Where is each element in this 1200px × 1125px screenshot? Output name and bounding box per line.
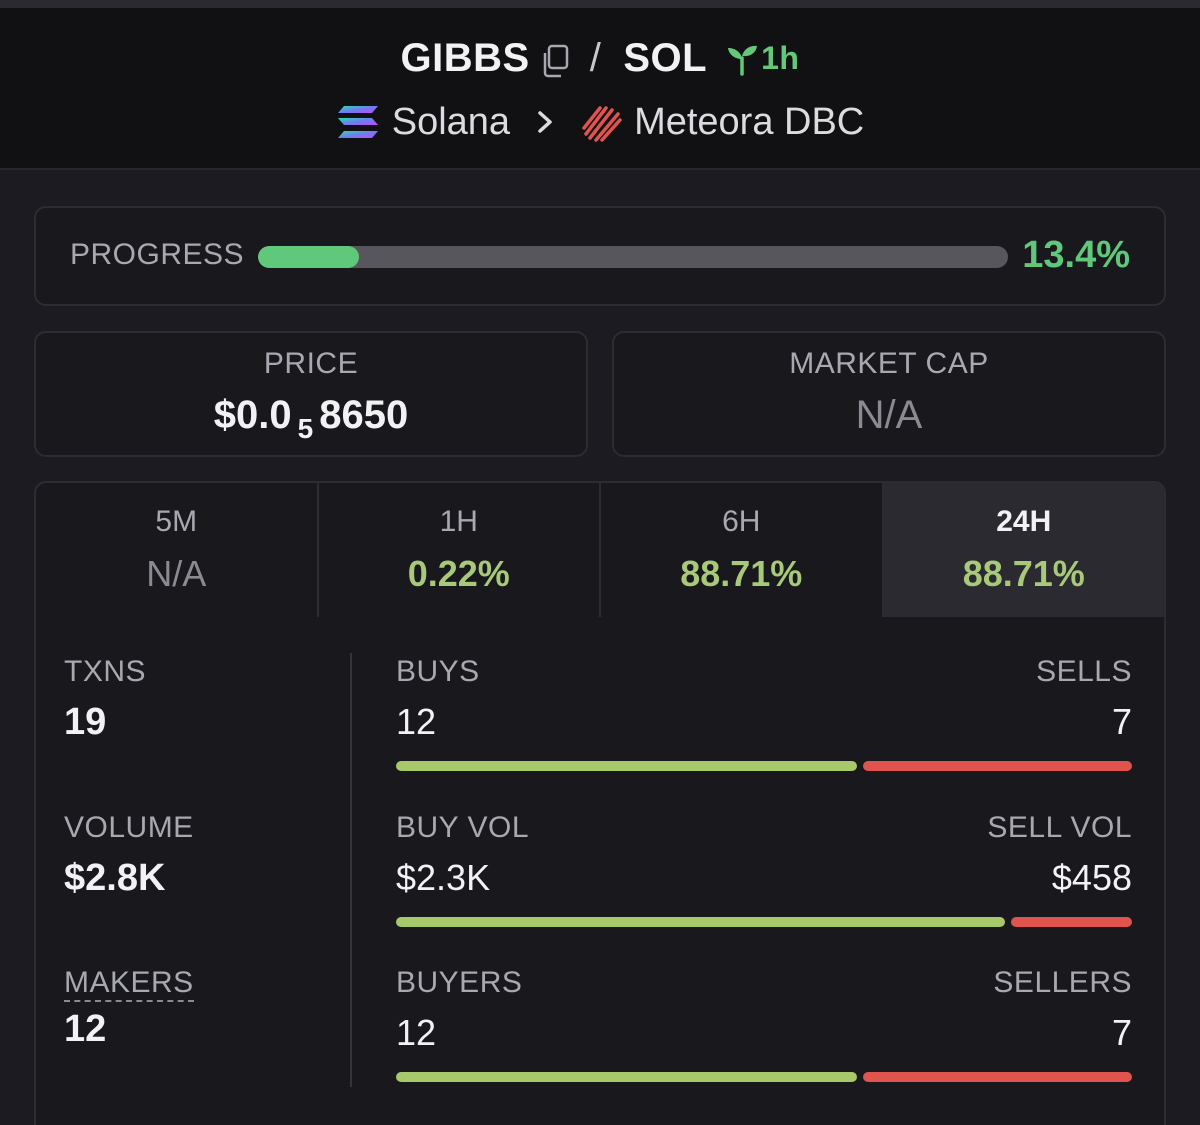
tab-label: 5M <box>155 505 198 538</box>
progress-card: PROGRESS 13.4% <box>34 206 1166 306</box>
meteora-logo <box>582 106 622 142</box>
buyers-sellers-bar <box>396 1072 1132 1082</box>
top-strip <box>0 0 1200 8</box>
pair-header: GIBBS / SOL 1h <box>0 8 1200 170</box>
tab-5m[interactable]: 5M N/A <box>36 483 319 617</box>
makers-value: 12 <box>64 1008 107 1050</box>
tab-change: 88.71% <box>680 553 803 594</box>
sell-bar <box>863 761 1132 771</box>
pair-title: GIBBS / SOL 1h <box>0 36 1200 81</box>
volume-value: $2.8K <box>64 857 166 899</box>
tab-label: 24H <box>996 505 1052 538</box>
volume-label: VOLUME <box>64 811 194 844</box>
pair-age: 1h <box>725 40 799 77</box>
price-value: $0.0 5 8650 <box>36 393 586 444</box>
column-divider <box>350 653 352 1087</box>
chain-breadcrumb: Solana Meteora DBC <box>0 100 1200 144</box>
buy-sell-volume-bar <box>396 917 1132 927</box>
base-token-symbol: GIBBS <box>400 36 530 80</box>
makers-metric: MAKERS 12 <box>64 966 194 1051</box>
buy-sell-volume-split: BUY VOL SELL VOL $2.3K $458 <box>396 811 1132 927</box>
buy-bar <box>396 917 1005 927</box>
dex-name[interactable]: Meteora DBC <box>634 100 865 143</box>
buys-value: 12 <box>396 701 437 742</box>
price-prefix: $0.0 <box>213 393 292 437</box>
txns-metric: TXNS 19 <box>64 655 146 744</box>
price-zero-count: 5 <box>297 413 314 444</box>
price-card: PRICE $0.0 5 8650 <box>34 331 588 457</box>
tab-change: N/A <box>146 553 207 594</box>
tab-24h[interactable]: 24H 88.71% <box>883 483 1164 617</box>
buyers-label: BUYERS <box>396 966 523 999</box>
progress-bar-fill <box>258 246 359 268</box>
pair-age-value: 1h <box>761 40 800 76</box>
price-label: PRICE <box>263 347 359 380</box>
volume-metric: VOLUME $2.8K <box>64 811 194 900</box>
buyers-value: 12 <box>396 1012 437 1053</box>
buy-vol-label: BUY VOL <box>396 811 530 844</box>
tab-change: 88.71% <box>962 553 1085 594</box>
transaction-details: TXNS 19 VOLUME $2.8K MAKERS 12 BUYS SELL… <box>34 617 1166 1125</box>
buy-bar <box>396 761 858 771</box>
chevron-right-icon <box>538 111 552 133</box>
sell-vol-value: $458 <box>1051 857 1132 898</box>
progress-label: PROGRESS <box>70 238 245 271</box>
quote-token-symbol: SOL <box>623 36 708 80</box>
buys-sells-bar <box>396 761 1132 771</box>
market-cap-card: MARKET CAP N/A <box>612 331 1166 457</box>
market-cap-label: MARKET CAP <box>789 347 989 380</box>
tab-label: 6H <box>722 505 761 538</box>
buy-vol-value: $2.3K <box>396 857 491 898</box>
tab-1h[interactable]: 1H 0.22% <box>319 483 601 617</box>
pair-separator: / <box>589 36 602 80</box>
txns-label: TXNS <box>64 655 147 688</box>
period-tabs: 5M N/A 1H 0.22% 6H 88.71% 24H 88.71% <box>34 481 1166 619</box>
sell-bar <box>863 1072 1132 1082</box>
market-cap-value: N/A <box>855 393 923 437</box>
sell-bar <box>1010 917 1132 927</box>
sells-label: SELLS <box>1036 655 1132 688</box>
buys-sells-split: BUYS SELLS 12 7 <box>396 655 1132 771</box>
sells-value: 7 <box>1111 701 1132 742</box>
buy-bar <box>396 1072 858 1082</box>
tab-label: 1H <box>439 505 478 538</box>
sellers-label: SELLERS <box>993 966 1132 999</box>
tab-6h[interactable]: 6H 88.71% <box>601 483 884 617</box>
price-digits: 8650 <box>319 393 409 437</box>
makers-label[interactable]: MAKERS <box>64 966 194 1002</box>
sell-vol-label: SELL VOL <box>987 811 1132 844</box>
sprout-icon <box>728 45 758 76</box>
buys-label: BUYS <box>396 655 480 688</box>
progress-value: 13.4% <box>1022 234 1130 276</box>
solana-logo <box>337 106 378 138</box>
tab-change: 0.22% <box>407 553 510 594</box>
chain-name[interactable]: Solana <box>391 100 511 143</box>
buyers-sellers-split: BUYERS SELLERS 12 7 <box>396 966 1132 1082</box>
txns-value: 19 <box>64 701 107 743</box>
copy-icon[interactable] <box>540 44 570 78</box>
progress-bar <box>258 246 1008 268</box>
sellers-value: 7 <box>1111 1012 1132 1053</box>
